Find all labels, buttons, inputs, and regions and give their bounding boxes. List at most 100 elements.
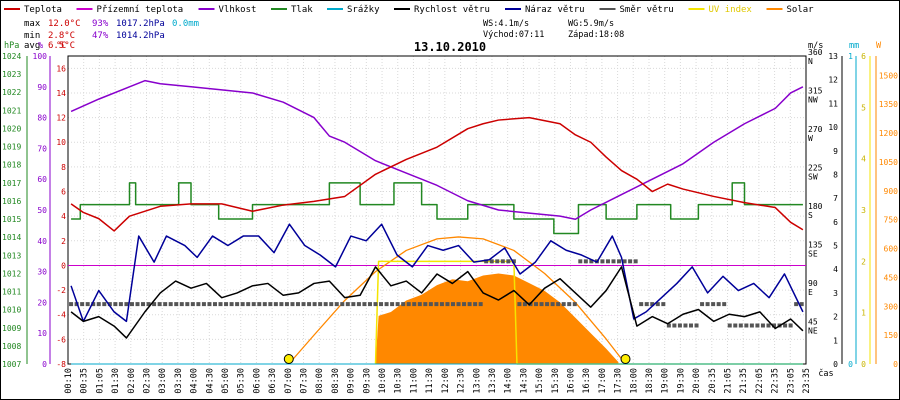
wind-dir-mark <box>229 302 234 307</box>
axis-celsius-tick: 16 <box>56 64 66 73</box>
axis-watts-tick: 900 <box>884 187 899 196</box>
axis-direction-label: S <box>808 211 813 220</box>
axis-hpa-tick: 1007 <box>2 360 21 369</box>
wind-dir-mark <box>788 323 793 328</box>
wind-dir-mark <box>157 302 162 307</box>
humidity-line <box>70 79 804 220</box>
legend-label: Náraz větru <box>525 5 585 15</box>
wind-dir-mark <box>423 302 428 307</box>
axis-watts-tick: 150 <box>884 331 899 340</box>
wind-dir-mark <box>450 302 455 307</box>
axis-watts-tick: 1050 <box>879 158 898 167</box>
time-tick: 12:30 <box>457 368 467 394</box>
time-tick: 15:00 <box>535 368 545 394</box>
time-tick: 00:10 <box>64 368 74 394</box>
time-tick: 16:30 <box>582 368 592 394</box>
axis-uv-tick: 0 <box>861 360 866 369</box>
axis-hpa-tick: 1020 <box>2 124 21 133</box>
wind-dir-mark <box>716 302 721 307</box>
axis-hpa-tick: 1024 <box>2 52 21 61</box>
axis-hpa-tick: 1019 <box>2 143 21 152</box>
axis-celsius-unit: °C <box>56 41 66 51</box>
stat-max-hum: 93% <box>92 19 109 29</box>
sunrise-marker <box>283 354 294 364</box>
wind-dir-mark <box>683 323 688 328</box>
axis-celsius-tick: 14 <box>56 89 66 98</box>
wind-dir-mark <box>633 259 638 264</box>
axis-direction-label: SW <box>808 173 818 182</box>
wind-dir-mark <box>373 302 378 307</box>
time-tick: 18:00 <box>629 368 639 394</box>
wind-dir-mark <box>434 302 439 307</box>
wind-dir-mark <box>605 259 610 264</box>
wind-dir-mark <box>445 302 450 307</box>
wind-dir-mark <box>96 302 101 307</box>
axis-direction-tick: 45 <box>808 318 818 327</box>
wind-dir-mark <box>85 302 90 307</box>
wind-dir-mark <box>235 302 240 307</box>
wind-dir-mark <box>367 302 372 307</box>
time-tick: 22:35 <box>771 368 781 394</box>
axis-watts-tick: 750 <box>884 216 899 225</box>
wind-dir-mark <box>124 302 129 307</box>
time-tick: 13:30 <box>488 368 498 394</box>
time-tick: 01:05 <box>95 368 105 394</box>
wind-dir-mark <box>644 302 649 307</box>
wind-dir-mark <box>517 302 522 307</box>
wind-dir-mark <box>174 302 179 307</box>
axis-ms-tick: 3 <box>833 289 838 298</box>
legend-label: Rychlost větru <box>414 5 490 15</box>
axis-direction-tick: 90 <box>808 279 818 288</box>
wind-dir-mark <box>506 259 511 264</box>
stat-min-label: min <box>24 31 40 41</box>
wind-dir-mark <box>406 302 411 307</box>
wind-dir-mark <box>572 302 577 307</box>
wind-dir-mark <box>705 302 710 307</box>
time-tick: 03:00 <box>158 368 168 394</box>
axis-direction-tick: 135 <box>808 241 823 250</box>
pressure-line <box>71 182 803 235</box>
axis-hpa-tick: 1013 <box>2 251 21 260</box>
stat-max-press: 1017.2hPa <box>116 19 165 29</box>
time-tick: 11:00 <box>409 368 419 394</box>
stat-max-rain: 0.0mm <box>172 19 199 29</box>
wind-dir-mark <box>80 302 85 307</box>
wind-dir-mark <box>738 323 743 328</box>
axis-hpa-unit: hPa <box>4 41 19 51</box>
axis-uv-tick: 6 <box>861 52 866 61</box>
wind-dir-mark <box>356 302 361 307</box>
wind-dir-mark <box>296 302 301 307</box>
time-tick: 23:05 <box>786 368 796 394</box>
axis-ms-unit: m/s <box>808 41 823 51</box>
axis-celsius-tick: 6 <box>61 188 66 197</box>
wind-dir-mark <box>467 302 472 307</box>
legend-label: Tlak <box>291 5 313 15</box>
wind-dir-mark <box>522 302 527 307</box>
time-tick: 04:30 <box>205 368 215 394</box>
axis-percent-tick: 0 <box>42 360 47 369</box>
legend-label: Vlhkost <box>219 5 257 15</box>
axis-direction-tick: 315 <box>808 87 823 96</box>
info-sunset: Západ:18:08 <box>568 30 624 40</box>
axis-percent-tick: 100 <box>33 52 48 61</box>
axis-ms-tick: 9 <box>833 147 838 156</box>
wind-dir-mark <box>212 302 217 307</box>
axis-hpa-tick: 1022 <box>2 88 21 97</box>
time-tick: 08:00 <box>315 368 325 394</box>
wind-dir-mark <box>290 302 295 307</box>
wind-dir-mark <box>284 302 289 307</box>
axis-celsius-tick: 0 <box>61 261 66 270</box>
wind-dir-mark <box>323 302 328 307</box>
wind-dir-mark <box>129 302 134 307</box>
time-tick: 12:00 <box>441 368 451 394</box>
time-tick: 13:00 <box>472 368 482 394</box>
wind-gust-line <box>70 223 804 323</box>
wind-dir-mark <box>567 302 572 307</box>
solar-area <box>375 273 619 364</box>
wind-dir-mark <box>163 302 168 307</box>
time-tick: 09:00 <box>347 368 357 394</box>
wind-dir-mark <box>672 323 677 328</box>
time-tick: 23:35 <box>802 368 812 394</box>
wind-dir-mark <box>561 302 566 307</box>
